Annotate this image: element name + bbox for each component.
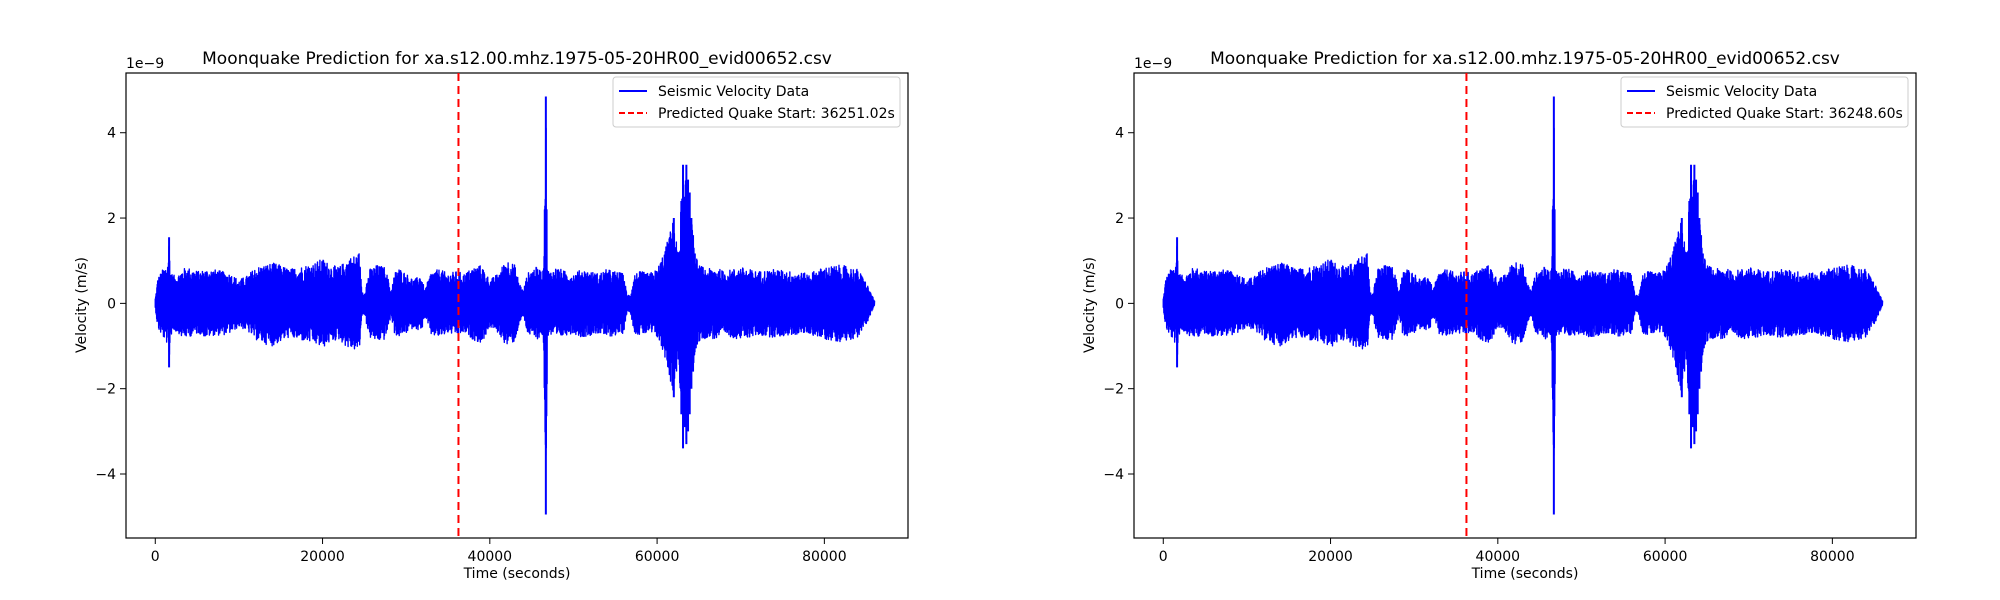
chart-2-legend-box [1620, 76, 1909, 128]
chart-1-legend-box [612, 76, 901, 128]
chart-1-legend-label-seismic: Seismic Velocity Data [658, 84, 809, 100]
y-tick-label: 2 [1115, 211, 1124, 227]
y-tick-label: −2 [95, 382, 116, 398]
y-tick-label: 2 [107, 211, 116, 227]
chart-1-y-scale-label: 1e−9 [126, 56, 164, 72]
chart-1-plot-frame [125, 72, 909, 539]
chart-2-legend-label-predicted: Predicted Quake Start: 36248.60s [1666, 106, 1903, 122]
chart-2-waveform [1162, 96, 1884, 515]
chart-1: Moonquake Prediction for xa.s12.00.mhz.1… [74, 49, 909, 582]
y-tick-label: 0 [107, 296, 116, 312]
x-tick-label: 60000 [635, 549, 680, 565]
y-tick-label: −4 [95, 467, 116, 483]
seismic-velocity-line [154, 127, 876, 457]
seismic-velocity-line [1162, 127, 1884, 457]
x-tick-label: 80000 [1810, 549, 1855, 565]
y-tick-label: 4 [107, 126, 116, 142]
chart-2-x-ticks: 0 20000 40000 60000 80000 [1159, 538, 1855, 565]
x-tick-label: 40000 [468, 549, 513, 565]
x-tick-label: 80000 [802, 549, 847, 565]
chart-1-legend-label-predicted: Predicted Quake Start: 36251.02s [658, 106, 895, 122]
x-tick-label: 0 [1159, 549, 1168, 565]
chart-2: Moonquake Prediction for xa.s12.00.mhz.1… [1082, 49, 1917, 582]
chart-2-y-axis-label: Velocity (m/s) [1082, 257, 1098, 353]
chart-2-y-ticks: −4 −2 0 2 4 [1103, 126, 1134, 483]
y-tick-label: −2 [1103, 382, 1124, 398]
x-tick-label: 20000 [1308, 549, 1353, 565]
y-tick-label: 0 [1115, 296, 1124, 312]
chart-1-legend: Seismic Velocity Data Predicted Quake St… [612, 76, 901, 128]
chart-1-y-axis-label: Velocity (m/s) [74, 257, 90, 353]
x-tick-label: 20000 [300, 549, 345, 565]
chart-2-x-axis-label: Time (seconds) [1471, 566, 1579, 582]
chart-1-title: Moonquake Prediction for xa.s12.00.mhz.1… [202, 49, 832, 69]
chart-2-plot-frame [1133, 72, 1917, 539]
y-tick-label: −4 [1103, 467, 1124, 483]
chart-2-y-scale-label: 1e−9 [1134, 56, 1172, 72]
chart-2-legend-label-seismic: Seismic Velocity Data [1666, 84, 1817, 100]
x-tick-label: 40000 [1476, 549, 1521, 565]
chart-2-legend: Seismic Velocity Data Predicted Quake St… [1620, 76, 1909, 128]
x-tick-label: 60000 [1643, 549, 1688, 565]
chart-1-y-ticks: −4 −2 0 2 4 [95, 126, 126, 483]
x-tick-label: 0 [151, 549, 160, 565]
chart-2-title: Moonquake Prediction for xa.s12.00.mhz.1… [1210, 49, 1840, 69]
chart-1-x-ticks: 0 20000 40000 60000 80000 [151, 538, 847, 565]
chart-1-x-axis-label: Time (seconds) [463, 566, 571, 582]
y-tick-label: 4 [1115, 126, 1124, 142]
chart-1-waveform [154, 96, 876, 515]
